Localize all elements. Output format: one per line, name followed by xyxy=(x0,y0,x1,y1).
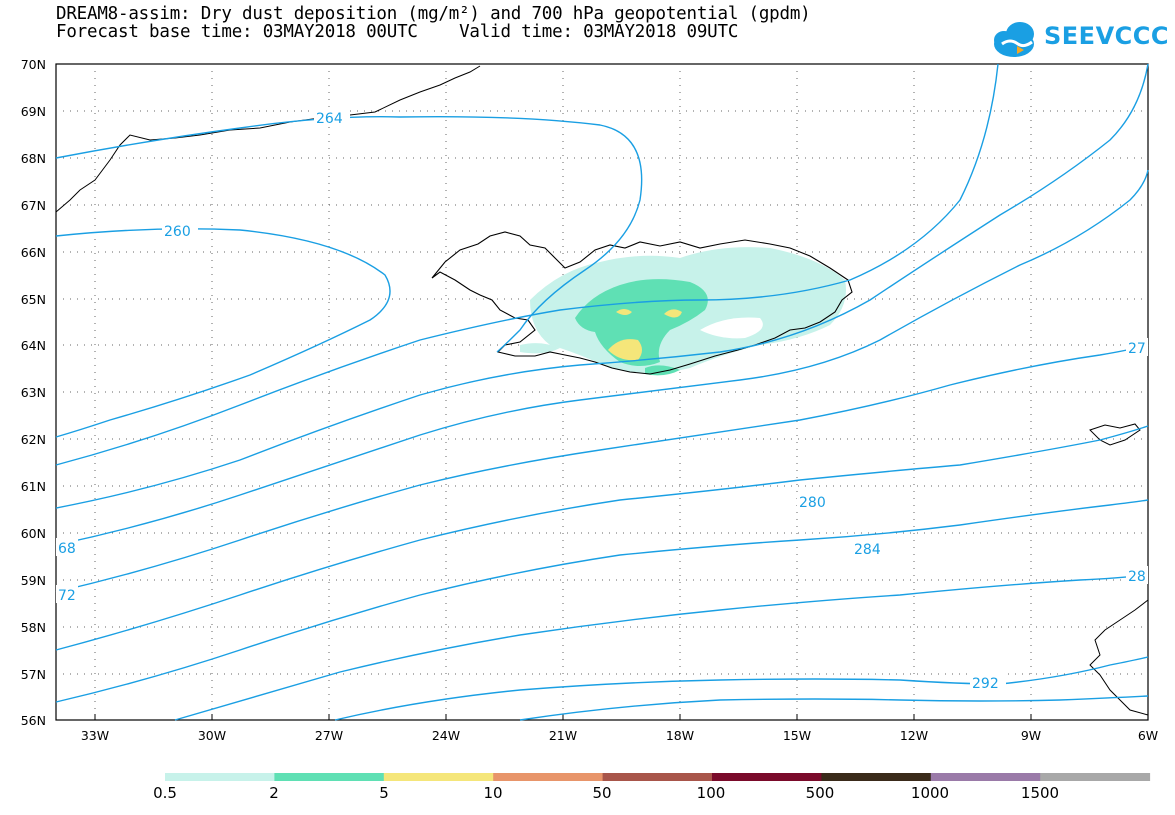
colorbar-label-50: 50 xyxy=(592,784,612,802)
lat-label-69n: 69N xyxy=(20,104,46,119)
lat-label-70n: 70N xyxy=(20,57,46,72)
lon-label-18w: 18W xyxy=(665,728,695,743)
contour-292 xyxy=(174,574,1149,721)
dust-level-5-b xyxy=(616,309,632,315)
colorbar-swatch-8 xyxy=(1040,773,1151,781)
lat-label-65n: 65N xyxy=(20,292,46,307)
lon-label-21w: 21W xyxy=(548,728,578,743)
contour-268 xyxy=(55,63,999,466)
lon-label-6w: 6W xyxy=(1137,728,1159,743)
contour-296 xyxy=(334,656,1149,721)
lon-label-30w: 30W xyxy=(197,728,227,743)
contour-label-260: 260 xyxy=(164,224,191,240)
lat-label-61n: 61N xyxy=(20,479,46,494)
lat-label-67n: 67N xyxy=(20,198,46,213)
contour-label-68: 68 xyxy=(58,541,76,557)
lon-label-27w: 27W xyxy=(314,728,344,743)
colorbar-label-10: 10 xyxy=(483,784,503,802)
colorbar-swatch-2 xyxy=(383,773,494,781)
faroe-coastline xyxy=(1089,423,1141,446)
colorbar-swatch-3 xyxy=(493,773,604,781)
colorbar-label-1000: 1000 xyxy=(910,784,950,802)
lon-label-9w: 9W xyxy=(1020,728,1042,743)
colorbar-swatch-7 xyxy=(930,773,1041,781)
contour-260 xyxy=(55,228,391,438)
dust-white-gap xyxy=(700,317,763,339)
lat-label-56n: 56N xyxy=(20,713,46,728)
contour-288 xyxy=(55,499,1149,703)
contour-label-264: 264 xyxy=(316,111,343,127)
lon-label-33w: 33W xyxy=(80,728,110,743)
lat-label-60n: 60N xyxy=(20,526,46,541)
lat-label-64n: 64N xyxy=(20,338,46,353)
lon-label-15w: 15W xyxy=(782,728,812,743)
contour-label-28: 28 xyxy=(1128,569,1146,585)
colorbar-label-100: 100 xyxy=(696,784,726,802)
lat-label-66n: 66N xyxy=(20,245,46,260)
axis-ticks xyxy=(94,714,1032,720)
colorbar-label-5: 5 xyxy=(379,784,389,802)
geopotential-contours xyxy=(55,63,1149,721)
lat-label-63n: 63N xyxy=(20,385,46,400)
dust-level-0.5-coast xyxy=(520,343,560,354)
logo-text: SEEVCCC xyxy=(1044,22,1169,50)
seevccc-logo xyxy=(994,22,1034,57)
colorbar-label-2: 2 xyxy=(269,784,279,802)
colorbar-swatch-4 xyxy=(602,773,713,781)
lat-label-62n: 62N xyxy=(20,432,46,447)
scotland-coastline xyxy=(1089,599,1149,716)
contour-label-72: 72 xyxy=(58,588,76,604)
contour-label-27: 27 xyxy=(1128,341,1146,357)
contour-label-292: 292 xyxy=(972,676,999,692)
colorbar-label-1500: 1500 xyxy=(1020,784,1060,802)
contour-280 xyxy=(55,344,1149,593)
lon-label-12w: 12W xyxy=(899,728,929,743)
greenland-coastline xyxy=(55,65,481,213)
colorbar-swatch-5 xyxy=(712,773,822,781)
colorbar-label-0.5: 0.5 xyxy=(153,784,177,802)
contour-284 xyxy=(55,425,1149,651)
colorbar-swatch-6 xyxy=(821,773,932,781)
cloud-icon xyxy=(994,22,1034,57)
iceland-coastline xyxy=(431,231,853,375)
dust-level-5-a xyxy=(608,339,642,361)
contour-300 xyxy=(519,695,1149,721)
colorbar-swatch-1 xyxy=(274,773,385,781)
contour-label-280: 280 xyxy=(799,495,826,511)
contour-264 xyxy=(55,115,643,353)
contour-label-284: 284 xyxy=(854,542,881,558)
contour-276 xyxy=(55,169,1149,546)
map-title-line1: DREAM8-assim: Dry dust deposition (mg/m²… xyxy=(56,4,811,24)
parallel-gridlines xyxy=(56,110,1148,675)
lat-label-58n: 58N xyxy=(20,620,46,635)
colorbar-label-500: 500 xyxy=(805,784,835,802)
contour-272 xyxy=(55,63,1149,509)
lat-label-57n: 57N xyxy=(20,667,46,682)
map-title-line2: Forecast base time: 03MAY2018 00UTC Vali… xyxy=(56,22,739,42)
meridian-gridlines xyxy=(94,64,1032,720)
colorbar xyxy=(165,773,1151,781)
lon-label-24w: 24W xyxy=(431,728,461,743)
dust-level-5-c xyxy=(664,309,682,318)
colorbar-swatch-0 xyxy=(165,773,275,781)
lat-label-68n: 68N xyxy=(20,151,46,166)
lat-label-59n: 59N xyxy=(20,573,46,588)
